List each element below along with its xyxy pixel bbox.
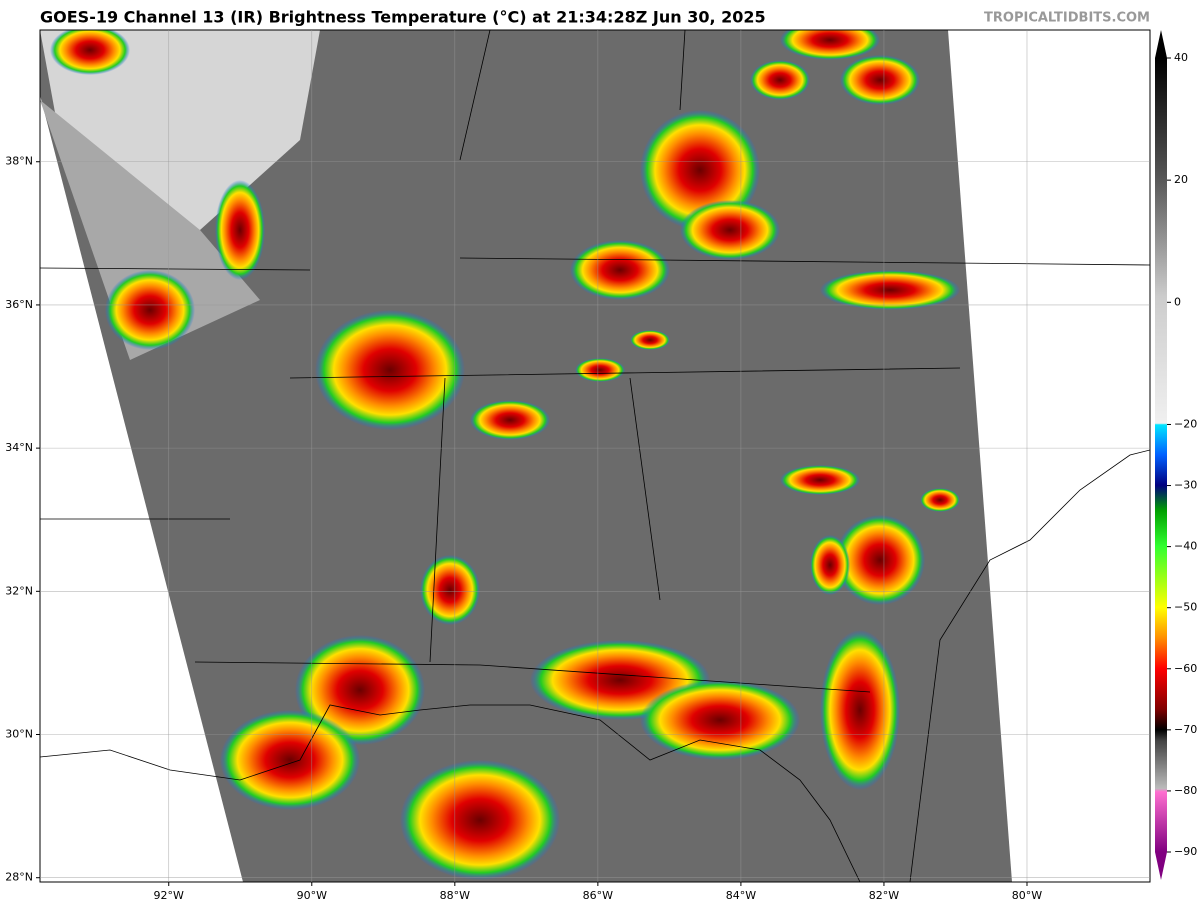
convection (680, 200, 780, 260)
y-tick-label: 30°N (5, 728, 33, 741)
colorbar-tick-label: −50 (1174, 601, 1197, 614)
x-tick-label: 82°W (869, 889, 899, 902)
map-title: GOES-19 Channel 13 (IR) Brightness Tempe… (40, 8, 766, 27)
convection (420, 555, 480, 625)
cloud-region (40, 100, 260, 360)
x-tick-label: 90°W (297, 889, 327, 902)
y-tick-label: 36°N (5, 298, 33, 311)
convection (840, 55, 920, 105)
borders (40, 30, 1150, 882)
convection (810, 535, 850, 595)
convection (750, 60, 810, 100)
x-tick-label: 92°W (154, 889, 184, 902)
colorbar-tick-label: −80 (1174, 784, 1197, 797)
convection (315, 310, 465, 430)
y-tick-label: 34°N (5, 441, 33, 454)
colorbar-tick-label: −90 (1174, 845, 1197, 858)
convection (105, 270, 195, 350)
convection (780, 465, 860, 495)
colorbar-tick-label: 40 (1174, 51, 1188, 64)
convection (570, 240, 670, 300)
convection (295, 635, 425, 745)
convection (640, 680, 800, 760)
colorbar-tick-label: −20 (1174, 417, 1197, 430)
x-tick-label: 84°W (726, 889, 756, 902)
convection (780, 30, 880, 60)
convection (470, 400, 550, 440)
coastline (909, 449, 1150, 882)
y-tick-label: 38°N (5, 155, 33, 168)
colorbar-tick-label: −30 (1174, 479, 1197, 492)
x-tick-label: 80°W (1012, 889, 1042, 902)
colorbar (1155, 58, 1167, 852)
x-tick-label: 88°W (440, 889, 470, 902)
convection (920, 488, 960, 512)
colorbar-extend-bottom (1155, 852, 1167, 880)
convection (820, 270, 960, 310)
colorbar-tick-label: −70 (1174, 723, 1197, 736)
colorbar-tick-label: 20 (1174, 173, 1188, 186)
convection (835, 515, 925, 605)
convection (630, 330, 670, 350)
convection (50, 30, 130, 75)
colorbar-tick-label: −40 (1174, 540, 1197, 553)
x-tick-label: 86°W (583, 889, 613, 902)
colorbar-tick-label: 0 (1174, 295, 1181, 308)
y-tick-label: 32°N (5, 584, 33, 597)
y-tick-label: 28°N (5, 871, 33, 884)
convection (215, 180, 265, 280)
coastline (40, 704, 861, 882)
credit: TROPICALTIDBITS.COM (984, 11, 1150, 26)
convection (220, 710, 360, 810)
convection (820, 630, 900, 790)
state-border (40, 30, 1150, 693)
map-frame (39, 29, 1151, 883)
colorbar-extend-top (1155, 30, 1167, 58)
colorbar-tick-label: −60 (1174, 662, 1197, 675)
convection (575, 358, 625, 382)
satellite-imagery (40, 30, 1012, 882)
convection (400, 760, 560, 880)
